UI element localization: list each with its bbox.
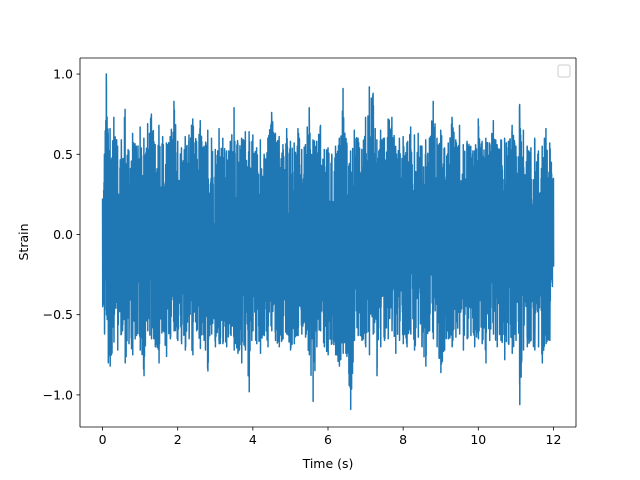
y-tick-label: 0.0 [53, 227, 73, 242]
y-tick-label: −1.0 [43, 387, 73, 402]
legend-box [557, 64, 571, 78]
axes-layer [79, 57, 577, 428]
legend [557, 64, 571, 78]
y-tick-label: −0.5 [43, 307, 73, 322]
x-tick-label: 0 [99, 432, 107, 447]
x-tick-label: 2 [174, 432, 182, 447]
x-tick-label: 4 [249, 432, 257, 447]
x-tick-label: 6 [324, 432, 332, 447]
y-tick-label: 0.5 [53, 147, 73, 162]
y-axis-label: Strain [16, 223, 31, 260]
x-axis-label: Time (s) [302, 456, 354, 471]
ticks-layer: 0 2 4 6 8 10 12 −1.0 −0.5 0.0 0.5 1.0 [43, 67, 562, 447]
x-tick-label: 10 [470, 432, 486, 447]
y-tick-label: 1.0 [53, 67, 73, 82]
x-tick-label: 12 [546, 432, 562, 447]
x-tick-label: 8 [399, 432, 407, 447]
series-line-strain [101, 73, 555, 411]
series-layer [101, 73, 555, 411]
